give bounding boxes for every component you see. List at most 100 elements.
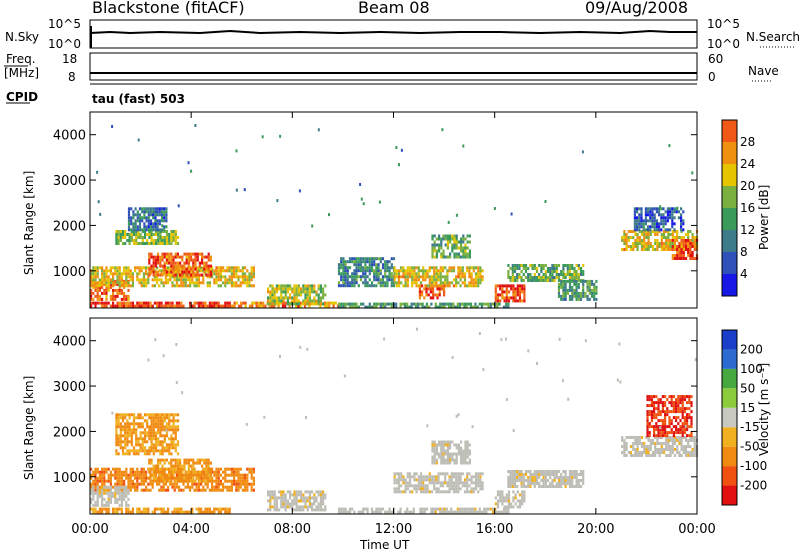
heatmap-cell (246, 485, 249, 489)
heatmap-cell (192, 261, 195, 265)
heatmap-cell (311, 496, 314, 500)
station-title: Blackstone (fitACF) (92, 0, 245, 17)
heatmap-cell (154, 213, 157, 217)
heatmap-cell (143, 452, 147, 456)
heatmap-cell (172, 422, 175, 426)
heatmap-cell (551, 264, 554, 267)
heatmap-cell (109, 485, 112, 489)
heatmap-cell (651, 225, 654, 229)
heatmap-cell (152, 470, 155, 474)
heatmap-cell (203, 473, 206, 477)
heatmap-cell (625, 248, 628, 251)
heatmap-cell (568, 282, 572, 286)
heatmap-cell (457, 272, 460, 276)
heatmap-cell (96, 297, 99, 301)
heatmap-cell (395, 478, 398, 482)
heatmap-cell (187, 252, 190, 256)
scatter-dot (426, 424, 429, 428)
heatmap-cell (681, 425, 684, 429)
heatmap-cell (293, 299, 296, 303)
heatmap-cell (464, 252, 467, 256)
heatmap-cell (669, 233, 672, 236)
heatmap-cell (444, 255, 447, 259)
heatmap-cell (172, 437, 175, 441)
heatmap-cell (128, 431, 131, 435)
heatmap-cell (577, 294, 580, 298)
heatmap-cell (157, 252, 160, 256)
heatmap-cell (186, 266, 189, 270)
heatmap-cell (306, 293, 309, 297)
heatmap-cell (269, 296, 272, 300)
heatmap-cell (317, 502, 320, 506)
heatmap-cell (164, 304, 167, 308)
heatmap-cell (286, 499, 289, 503)
heatmap-cell (123, 284, 126, 288)
scatter-dot (177, 204, 180, 208)
heatmap-cell (448, 490, 451, 494)
heatmap-cell (518, 264, 521, 267)
heatmap-cell (125, 500, 128, 504)
heatmap-cell (459, 475, 462, 479)
heatmap-cell (295, 499, 298, 503)
heatmap-cell (275, 496, 278, 500)
heatmap-cell (538, 482, 541, 485)
heatmap-cell (123, 473, 126, 477)
heatmap-cell (661, 422, 664, 426)
heatmap-cell (516, 505, 519, 509)
heatmap-cell (118, 278, 121, 282)
heatmap-cell (132, 422, 136, 426)
heatmap-cell (273, 287, 276, 291)
heatmap-cell (540, 479, 543, 482)
heatmap-cell (161, 252, 164, 256)
heatmap-cell (469, 510, 473, 514)
heatmap-cell (566, 273, 569, 276)
heatmap-cell (252, 479, 255, 483)
heatmap-cell (103, 304, 106, 308)
heatmap-cell (675, 419, 678, 423)
heatmap-cell (136, 275, 139, 279)
heatmap-cell (453, 461, 456, 465)
heatmap-cell (126, 419, 129, 423)
heatmap-cell (171, 304, 174, 308)
heatmap-cell (141, 228, 144, 232)
heatmap-cell (92, 301, 95, 305)
heatmap-cell (362, 281, 365, 285)
heatmap-cell (250, 278, 253, 282)
heatmap-cell (404, 281, 407, 285)
heatmap-cell (194, 470, 197, 474)
heatmap-cell (424, 478, 427, 482)
heatmap-cell (645, 448, 648, 451)
heatmap-cell (127, 485, 130, 489)
heatmap-cell (479, 278, 482, 282)
heatmap-cell (115, 236, 118, 239)
heatmap-cell (511, 264, 514, 267)
heatmap-cell (159, 473, 162, 477)
heatmap-cell (152, 213, 155, 217)
heatmap-cell (148, 233, 151, 236)
heatmap-cell (426, 490, 429, 494)
heatmap-cell (119, 443, 122, 447)
heatmap-cell (455, 252, 458, 256)
heatmap-cell (173, 510, 176, 514)
heatmap-cell (575, 279, 578, 283)
heatmap-cell (128, 236, 131, 239)
heatmap-cell (304, 296, 307, 300)
heatmap-cell (123, 301, 126, 305)
heatmap-cell (273, 505, 276, 509)
heatmap-cell (460, 449, 463, 453)
heatmap-cell (458, 302, 462, 306)
heatmap-cell (109, 479, 112, 483)
heatmap-cell (145, 266, 148, 270)
heatmap-cell (205, 470, 208, 474)
heatmap-cell (651, 230, 655, 233)
heatmap-cell (413, 266, 416, 270)
heatmap-cell (421, 284, 424, 288)
heatmap-cell (150, 428, 153, 432)
heatmap-cell (690, 419, 693, 423)
heatmap-cell (250, 476, 253, 480)
heatmap-cell (362, 257, 365, 261)
heatmap-cell (386, 281, 389, 285)
heatmap-cell (120, 500, 123, 504)
heatmap-cell (148, 416, 151, 420)
heatmap-cell (509, 476, 512, 479)
